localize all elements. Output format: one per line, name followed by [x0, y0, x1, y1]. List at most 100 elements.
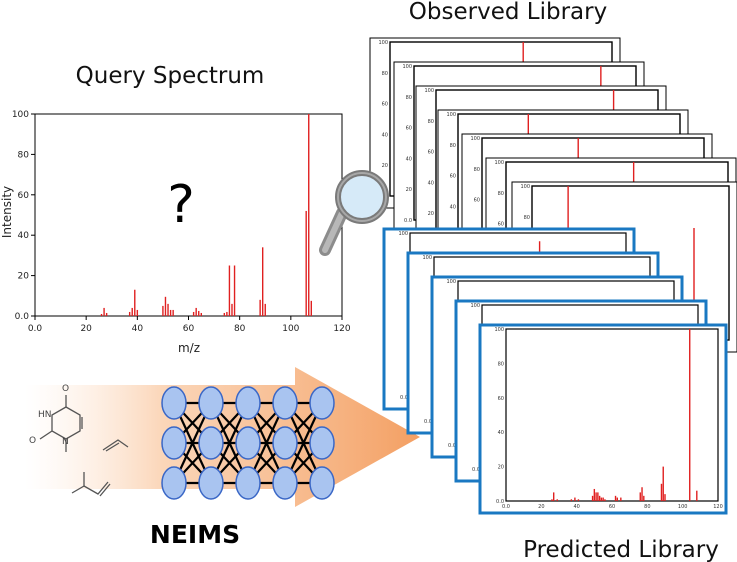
- predicted-spectrum-5-x-tick: 100: [678, 504, 688, 510]
- query-y-axis-title: Intensity: [0, 186, 14, 238]
- predicted-spectrum-5-x-tick: 60: [609, 504, 615, 510]
- predicted-library-stack: 0.01000.01000.01000.01000.0204060801000.…: [382, 227, 728, 515]
- neuron-l1-n3: [161, 466, 187, 500]
- query-y-tick-label: 40: [18, 231, 30, 241]
- observed-spectrum-7-y-tick: 100: [520, 184, 530, 190]
- observed-spectrum-3-y-tick: 100: [424, 88, 434, 94]
- observed-spectrum-6-y-tick: 80: [498, 191, 504, 197]
- query-spectrum-label: Query Spectrum: [76, 63, 265, 89]
- atom-n: N: [62, 437, 69, 447]
- predicted-spectrum-5-x-tick: 20: [538, 504, 544, 510]
- predicted-spectrum-1-y-tick: 0.0: [400, 395, 408, 401]
- observed-spectrum-2-y-tick: 60: [406, 126, 412, 132]
- predicted-spectrum-2-y-tick: 100: [422, 255, 432, 261]
- query-plot-frame: [34, 113, 343, 317]
- observed-spectrum-1-y-tick: 40: [382, 132, 388, 138]
- query-y-tick-label: 0.0: [15, 312, 30, 322]
- observed-spectrum-2-y-tick: 20: [406, 187, 412, 193]
- query-peaks: [100, 114, 312, 316]
- observed-spectrum-4-y-tick: 60: [450, 174, 456, 180]
- predicted-library-label: Predicted Library: [523, 537, 719, 562]
- observed-spectrum-5-y-tick: 80: [474, 167, 480, 173]
- query-x-tick-label: 80: [234, 324, 246, 334]
- observed-spectrum-3-y-tick: 40: [428, 180, 434, 186]
- predicted-spectrum-5-plot-area: [505, 328, 719, 502]
- observed-spectrum-3-y-tick: 60: [428, 150, 434, 156]
- predicted-spectrum-1-y-tick: 100: [398, 231, 408, 237]
- query-x-tick-label: 60: [183, 324, 195, 334]
- neuron-l4-n2: [272, 426, 298, 460]
- predicted-spectrum-5: 0.0 20 40 60 80 100 0.0 20 40 60 80 100 120: [478, 323, 728, 515]
- observed-spectrum-1-y-tick: 80: [382, 71, 388, 77]
- observed-spectrum-4-y-tick: 100: [446, 112, 456, 118]
- neuron-l2-n2: [198, 426, 224, 460]
- query-ticks: 0.0 20 40 60 80 100 120 0.0 20 40 60 80 100: [12, 110, 351, 334]
- observed-spectrum-2-y-tick: 0.0: [404, 218, 412, 224]
- observed-spectrum-1-y-tick: 100: [378, 40, 388, 46]
- magnifier-icon: [319, 170, 389, 256]
- predicted-spectrum-5-x-tick: 120: [713, 504, 723, 510]
- neuron-l1-n2: [161, 426, 187, 460]
- query-x-tick-label: 20: [80, 324, 92, 334]
- observed-spectrum-4-y-tick: 80: [450, 143, 456, 149]
- neuron-l4-n1: [272, 386, 298, 420]
- observed-spectrum-5-y-tick: 60: [474, 198, 480, 204]
- neuron-l5-n1: [309, 386, 335, 420]
- neural-network: [161, 386, 335, 500]
- observed-spectrum-1-y-tick: 20: [382, 163, 388, 169]
- neuron-l5-n3: [309, 466, 335, 500]
- predicted-spectrum-5-y-tick: 0.0: [496, 499, 504, 505]
- observed-spectrum-2-y-tick: 80: [406, 95, 412, 101]
- neuron-l2-n3: [198, 466, 224, 500]
- atom-o-top: O: [62, 384, 69, 394]
- predicted-spectrum-5-x-tick: 40: [573, 504, 579, 510]
- predicted-spectrum-5-frame: [478, 323, 728, 515]
- predicted-spectrum-5-y-tick: 80: [498, 361, 504, 367]
- neuron-l3-n1: [235, 386, 261, 420]
- query-spectrum-chart: 0.0 20 40 60 80 100 120 0.0 20 40 60 80 100 ? m/z In…: [0, 110, 351, 355]
- molecule-imine: [71, 472, 111, 497]
- neuron-l3-n2: [235, 426, 261, 460]
- atom-hn: HN: [38, 410, 52, 420]
- neuron-l1-n1: [161, 386, 187, 420]
- query-x-tick-label: 100: [282, 324, 299, 334]
- query-x-tick-label: 120: [333, 324, 350, 334]
- molecule-uracil: O HN N O: [29, 384, 83, 452]
- predicted-spectrum-4-y-tick: 100: [470, 303, 480, 309]
- query-x-tick-label: 40: [132, 324, 144, 334]
- molecule-propene: [102, 439, 129, 452]
- predicted-spectrum-5-y-tick: 100: [494, 327, 504, 333]
- query-x-tick-label: 0.0: [28, 324, 43, 334]
- observed-spectrum-6-y-tick: 60: [498, 222, 504, 228]
- observed-spectrum-4-y-tick: 40: [450, 204, 456, 210]
- predicted-spectrum-5-y-tick: 20: [498, 465, 504, 471]
- observed-library-label: Observed Library: [409, 0, 607, 25]
- unknown-question-mark: ?: [167, 175, 195, 235]
- observed-spectrum-2-y-tick: 40: [406, 156, 412, 162]
- predicted-spectrum-5-x-tick: 0.0: [502, 504, 510, 510]
- predicted-spectrum-5-y-tick: 60: [498, 396, 504, 402]
- neuron-l2-n1: [198, 386, 224, 420]
- predicted-spectrum-5-x-tick: 80: [644, 504, 650, 510]
- query-y-tick-label: 100: [12, 110, 29, 120]
- observed-spectrum-5-y-tick: 100: [470, 136, 480, 142]
- predicted-spectrum-5-y-tick: 40: [498, 430, 504, 436]
- predicted-spectrum-3-y-tick: 0.0: [448, 443, 456, 449]
- observed-spectrum-3-y-tick: 80: [428, 119, 434, 125]
- neuron-l3-n3: [235, 466, 261, 500]
- neims-label: NEIMS: [150, 520, 240, 549]
- observed-spectrum-6-y-tick: 100: [494, 160, 504, 166]
- neuron-l4-n3: [272, 466, 298, 500]
- query-y-tick-label: 60: [18, 191, 30, 201]
- molecule-structures: O HN N O: [29, 384, 129, 497]
- query-x-axis-title: m/z: [178, 341, 200, 355]
- predicted-spectrum-2-y-tick: 0.0: [424, 419, 432, 425]
- observed-spectrum-1-y-tick: 60: [382, 102, 388, 108]
- neuron-l5-n2: [309, 426, 335, 460]
- atom-o-left: O: [29, 436, 36, 446]
- observed-spectrum-3-y-tick: 20: [428, 211, 434, 217]
- observed-spectrum-7-y-tick: 80: [524, 215, 530, 221]
- predicted-spectrum-4-y-tick: 0.0: [472, 467, 480, 473]
- query-y-tick-label: 80: [18, 150, 30, 160]
